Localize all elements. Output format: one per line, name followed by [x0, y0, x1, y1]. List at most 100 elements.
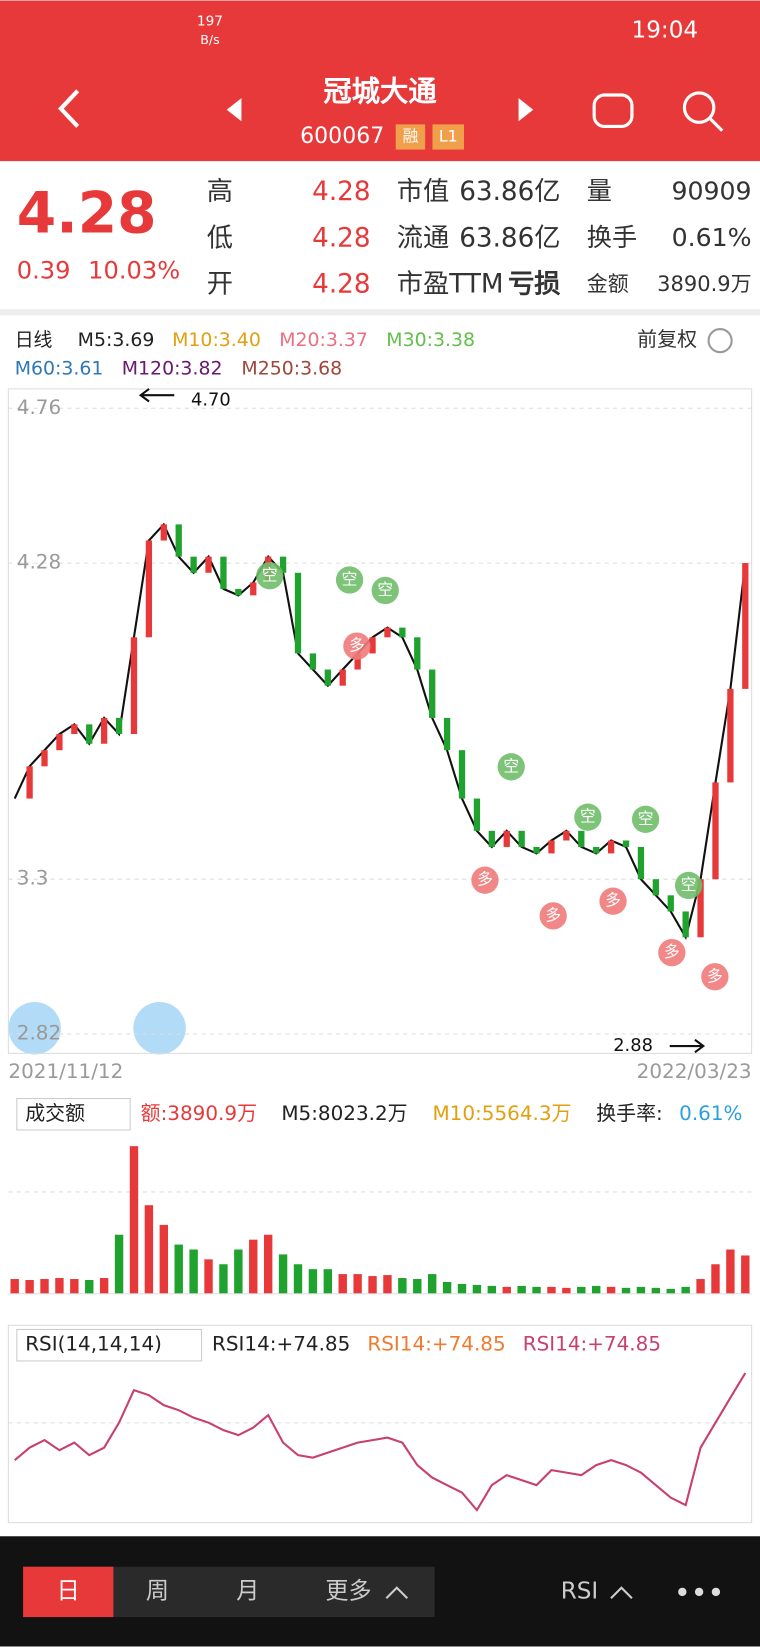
signal-badge	[343, 632, 371, 660]
signal-label: 空	[342, 569, 358, 588]
signal-badge	[471, 866, 499, 894]
signal-badge	[631, 805, 660, 833]
ma-label: M250:3.68	[241, 357, 342, 379]
quote-field: 换手	[587, 223, 637, 252]
volume-bar	[741, 1255, 750, 1294]
robot-icon[interactable]	[592, 93, 634, 129]
tab[interactable]: 日	[57, 1578, 80, 1604]
tab[interactable]: 月	[236, 1578, 259, 1604]
quote-field: 低	[207, 223, 233, 253]
volume-bar	[159, 1224, 168, 1294]
quote-field: 4.28	[312, 223, 370, 253]
volume-bar	[353, 1274, 362, 1294]
volume-bar	[592, 1285, 601, 1294]
volume-bar	[562, 1287, 571, 1294]
volume-bar	[293, 1264, 303, 1294]
candle	[56, 734, 63, 751]
volume-bar	[606, 1286, 616, 1294]
volume-bar	[99, 1278, 109, 1294]
back-button[interactable]	[58, 89, 80, 128]
volume-bar	[472, 1284, 482, 1294]
volume-bar	[55, 1278, 64, 1294]
search-icon[interactable]	[682, 91, 716, 124]
ma-label: M10:3.40	[172, 329, 261, 351]
candle	[503, 830, 510, 847]
quote-field: 亏损	[508, 269, 560, 299]
quote-field: 4.28	[312, 269, 370, 299]
quote-field: 63.86亿	[459, 223, 560, 253]
candle	[369, 637, 376, 654]
quote-field: 市值	[397, 177, 449, 207]
signal-badge	[256, 562, 284, 590]
selector[interactable]	[16, 1328, 203, 1362]
ma-label: M60:3.61	[15, 357, 104, 379]
volume-bar	[651, 1287, 661, 1294]
x-date-end: 2022/03/23	[637, 1059, 752, 1083]
tag-level: L1	[439, 126, 458, 145]
volume-bar	[278, 1254, 288, 1294]
candle	[443, 717, 451, 751]
volume-bar	[144, 1205, 154, 1294]
volume-bar	[25, 1279, 34, 1294]
arrow	[138, 388, 175, 403]
candle	[250, 582, 257, 596]
candle	[220, 556, 227, 589]
candle	[71, 724, 78, 735]
signal-label: 多	[664, 942, 680, 961]
candle	[578, 830, 585, 847]
candle	[414, 637, 421, 670]
volume-bar	[502, 1286, 511, 1294]
selector[interactable]	[16, 1098, 131, 1131]
settings-icon[interactable]	[707, 328, 733, 354]
volume-bar	[129, 1146, 139, 1294]
volume-m5: M5:8023.2万	[281, 1101, 407, 1125]
candle	[622, 840, 630, 847]
rsi-line	[14, 1372, 747, 1512]
high-annotation: 4.70	[191, 389, 231, 410]
volume-bar	[711, 1264, 720, 1294]
volume-bar	[323, 1269, 333, 1294]
volume-bar	[174, 1244, 183, 1294]
prev-stock[interactable]	[226, 98, 242, 122]
volume-bar	[383, 1275, 392, 1294]
more-dot[interactable]	[711, 1587, 721, 1597]
candle	[145, 540, 153, 638]
quote-field: 市盈TTM	[397, 269, 504, 299]
signal-label: 空	[262, 565, 278, 584]
candle	[279, 556, 287, 573]
volume-selector: 成交额	[25, 1101, 85, 1125]
arrow	[669, 1038, 706, 1054]
candle	[667, 895, 674, 912]
quote-field: 0.61%	[672, 223, 752, 252]
rsi-frame	[7, 1324, 753, 1524]
candle	[563, 830, 570, 841]
quote-field: 金额	[587, 272, 629, 296]
status-speed-unit: B/s	[200, 32, 219, 47]
quote-field: 量	[587, 177, 612, 206]
volume-bar	[10, 1279, 19, 1294]
more-dot[interactable]	[694, 1587, 704, 1597]
volume-bar	[219, 1264, 228, 1294]
turnover-label: 换手率:	[596, 1101, 663, 1125]
signal-label: 多	[605, 891, 621, 910]
next-stock[interactable]	[518, 98, 534, 122]
y-tick-label: 4.76	[17, 395, 61, 419]
signal-label: 空	[377, 580, 393, 599]
tab-active[interactable]	[23, 1566, 114, 1618]
float-button[interactable]	[133, 1001, 186, 1055]
candle	[548, 840, 555, 854]
volume-bar	[532, 1286, 541, 1294]
candle	[384, 627, 391, 638]
tab[interactable]: RSI	[561, 1578, 599, 1604]
tab[interactable]: 周	[146, 1578, 169, 1604]
candle	[682, 911, 689, 938]
volume-bar	[427, 1274, 437, 1294]
float-button[interactable]	[8, 1001, 61, 1055]
tag-bg	[432, 124, 464, 150]
candle	[652, 879, 659, 896]
candle	[637, 846, 645, 880]
tab[interactable]: 更多	[325, 1578, 371, 1604]
volume-bar	[487, 1285, 497, 1294]
volume-bar	[70, 1279, 79, 1294]
more-dot[interactable]	[678, 1587, 687, 1597]
